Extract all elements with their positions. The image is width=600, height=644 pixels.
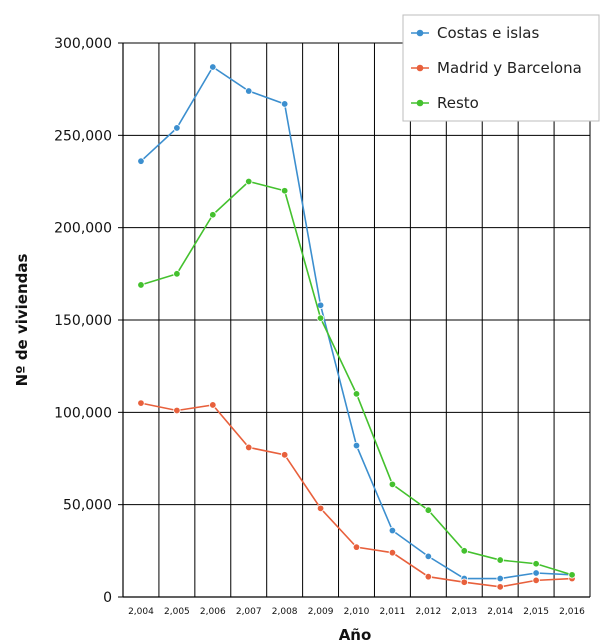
data-point [173,406,181,415]
x-tick-label: 2,011 [380,607,406,617]
data-point [460,578,468,586]
data-point [280,100,289,108]
series-line [140,65,573,580]
y-tick-label: 250,000 [54,128,112,144]
data-point [496,574,504,583]
data-point [137,399,145,407]
x-tick-labels: 2,004 2,005 2,006 2,007 2,008 2,009 2,010 2,011… [128,607,585,617]
series-line [140,180,573,576]
data-point [352,390,361,398]
data-point [388,526,397,535]
data-point [532,576,540,585]
legend-label: Resto [437,94,479,112]
legend-swatch-marker [416,64,424,72]
data-point [245,87,253,95]
series-2 [137,177,576,579]
data-point [173,270,181,278]
y-tick-label: 100,000 [54,405,112,421]
x-tick-label: 2,007 [236,607,262,617]
data-point [245,443,253,452]
legend-swatch-marker [416,29,424,37]
x-tick-label: 2,004 [128,607,154,617]
x-tick-label: 2,009 [308,607,334,617]
data-point [352,441,361,450]
legend: Costas e islas Madrid y Barcelona Resto [402,14,600,122]
y-axis-title: Nº de viviendas [13,254,31,387]
data-point [209,63,217,71]
data-point [209,401,217,409]
x-axis-title: Año [339,626,372,644]
x-tick-label: 2,016 [559,607,585,617]
data-point [316,314,325,322]
data-point [424,552,433,561]
series-1 [137,399,576,591]
y-tick-label: 150,000 [54,313,112,329]
data-point [316,504,325,513]
data-point [352,543,361,551]
axes [118,42,590,598]
legend-label: Costas e islas [437,24,539,42]
data-point [280,187,289,195]
data-point [209,211,217,219]
y-tick-labels: 0 50,000 100,000 150,000 200,000 250,000 300,0… [54,36,112,606]
data-point [137,157,145,165]
y-tick-label: 50,000 [63,498,112,514]
series-0 [137,63,576,583]
data-point [245,177,253,186]
x-tick-label: 2,006 [200,607,226,617]
data-point [424,506,433,514]
data-point [388,480,397,489]
data-point [460,547,468,555]
x-tick-label: 2,010 [344,607,370,617]
x-tick-label: 2,013 [451,607,477,617]
y-tick-label: 0 [103,590,112,606]
y-tick-label: 300,000 [54,36,112,52]
data-point [496,583,504,591]
x-tick-label: 2,005 [164,607,190,617]
series-lines [137,63,576,591]
data-point [388,548,397,557]
x-tick-label: 2,008 [272,607,298,617]
data-point [280,451,289,459]
grid [122,42,591,598]
data-point [173,124,181,132]
data-point [424,572,433,581]
data-point [496,556,504,564]
x-tick-label: 2,012 [415,607,441,617]
data-point [137,281,145,289]
legend-swatch-marker [416,99,424,107]
x-tick-label: 2,014 [487,607,513,617]
series-line [140,402,573,588]
data-point [532,560,540,568]
y-tick-label: 200,000 [54,221,112,237]
x-tick-label: 2,015 [523,607,549,617]
legend-label: Madrid y Barcelona [437,59,582,77]
data-point [568,571,576,579]
data-point [532,569,540,577]
legend-box [402,14,600,122]
